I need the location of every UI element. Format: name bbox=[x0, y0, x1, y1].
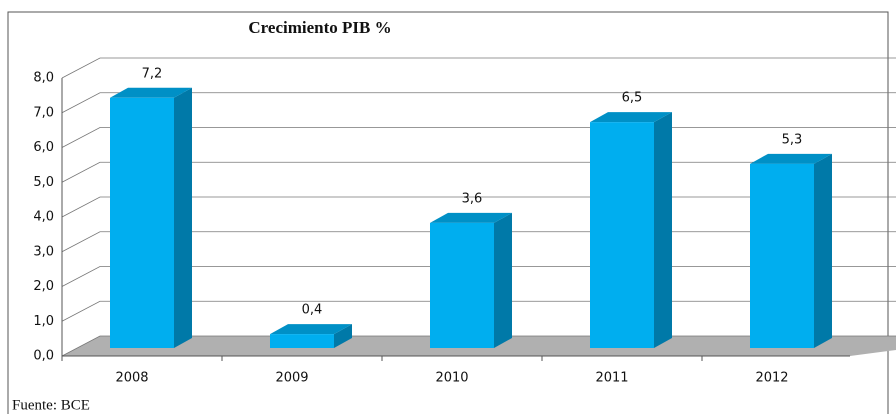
data-label: 6,5 bbox=[622, 91, 643, 106]
bar-top bbox=[110, 87, 192, 98]
bar bbox=[590, 122, 654, 348]
bar-top bbox=[590, 112, 672, 123]
y-tick-label: 5,0 bbox=[33, 175, 54, 190]
grid-line bbox=[61, 92, 896, 114]
y-tick-label: 2,0 bbox=[33, 279, 54, 294]
data-label: 5,3 bbox=[782, 132, 803, 147]
bar bbox=[110, 97, 174, 348]
data-label: 0,4 bbox=[302, 303, 323, 318]
bar bbox=[430, 222, 494, 348]
y-tick-label: 7,0 bbox=[33, 105, 54, 120]
y-tick-label: 8,0 bbox=[33, 71, 54, 86]
bar-top bbox=[270, 324, 352, 335]
data-label: 3,6 bbox=[462, 191, 483, 206]
y-tick-label: 1,0 bbox=[33, 314, 54, 329]
chart-title: Crecimiento PIB % bbox=[248, 18, 391, 37]
bar-top bbox=[430, 212, 512, 223]
bar-side bbox=[814, 153, 832, 348]
x-tick-label: 2009 bbox=[275, 371, 308, 386]
y-tick-label: 6,0 bbox=[33, 140, 54, 155]
data-label: 7,2 bbox=[142, 66, 163, 81]
x-tick-label: 2011 bbox=[595, 371, 628, 386]
bar bbox=[750, 163, 814, 348]
grid-line bbox=[61, 57, 896, 79]
bar-top bbox=[750, 153, 832, 164]
bar-side bbox=[174, 87, 192, 349]
bar-side bbox=[494, 212, 512, 348]
y-tick-label: 3,0 bbox=[33, 244, 54, 259]
bar bbox=[270, 334, 334, 348]
bar-side bbox=[334, 324, 352, 348]
x-tick-label: 2008 bbox=[115, 371, 148, 386]
bar-side bbox=[654, 112, 672, 348]
y-tick-label: 0,0 bbox=[33, 349, 54, 364]
y-tick-label: 4,0 bbox=[33, 210, 54, 225]
source: Fuente: BCE bbox=[12, 397, 90, 413]
x-tick-label: 2012 bbox=[755, 371, 788, 386]
x-tick-label: 2010 bbox=[435, 371, 468, 386]
